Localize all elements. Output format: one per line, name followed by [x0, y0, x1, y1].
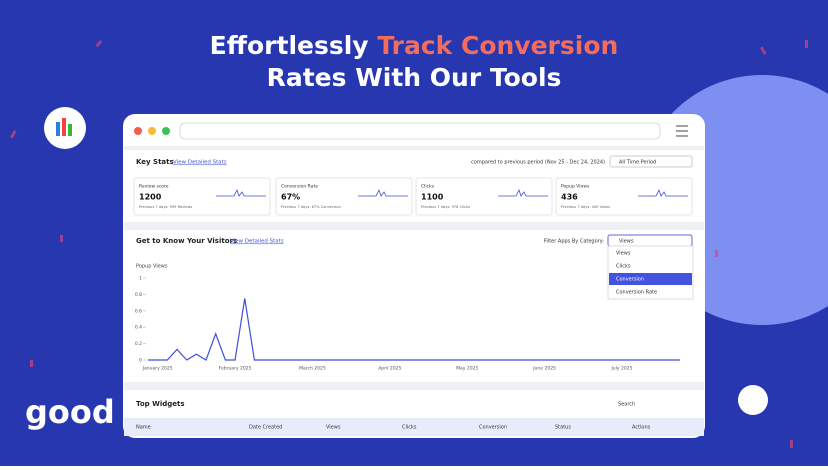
sparkline — [216, 188, 266, 197]
card-value: 1100 — [421, 193, 444, 202]
x-tick-label: July 2025 — [610, 366, 632, 372]
card-value: 67% — [281, 193, 300, 202]
card-previous: Previous 7 days: 999 Reviews — [139, 205, 192, 209]
link[interactable]: View Detailed Stats — [173, 160, 227, 166]
headline-highlight: Track Conversion — [377, 31, 618, 60]
line-series — [148, 298, 680, 361]
icon-bar — [68, 124, 72, 136]
x-tick-label: March 2025 — [299, 366, 326, 372]
column-header: Clicks — [402, 425, 417, 431]
option-highlight — [609, 273, 692, 285]
dropdown-option[interactable]: Clicks — [616, 264, 631, 270]
headline: Effortlessly Track Conversion — [210, 31, 619, 60]
dropdown-option[interactable]: Conversion — [616, 277, 644, 283]
x-tick-label: June 2025 — [532, 366, 556, 372]
headline-end: Rates With Our Tools — [267, 63, 562, 92]
y-tick-label: 0.6 — [135, 308, 142, 314]
column-header: Status — [555, 425, 571, 431]
y-tick-label: 0.4 — [135, 325, 142, 331]
headline-start: Effortlessly — [210, 31, 369, 60]
y-tick-label: 0 — [139, 358, 142, 364]
x-tick-label: May 2025 — [456, 366, 478, 372]
icon-bar — [62, 118, 66, 136]
column-header: Actions — [632, 425, 651, 431]
search-placeholder: Search — [618, 402, 635, 408]
card-label: Popup Views — [561, 184, 590, 190]
card-previous: Previous 7 days: 400 Views — [561, 205, 610, 209]
x-tick-label: April 2025 — [378, 366, 401, 372]
link[interactable]: View Detailed Stats — [230, 239, 284, 245]
visitors-panel — [124, 230, 704, 382]
sparkline — [358, 188, 408, 197]
card-previous: Previous 7 days: 978 Clicks — [421, 205, 470, 209]
filter-label: Filter Apps By Category: — [544, 239, 604, 245]
dropdown-option[interactable]: Conversion Rate — [616, 290, 657, 296]
card — [415, 177, 553, 216]
section-title: Key Stats — [136, 158, 174, 166]
menu-icon[interactable] — [676, 125, 688, 137]
y-axis-label: Popup Views — [136, 264, 168, 270]
confetti — [10, 40, 808, 448]
table-header — [124, 418, 704, 436]
card-label: Conversion Rate — [281, 184, 318, 190]
sparkline — [498, 188, 548, 197]
card — [275, 177, 413, 216]
dropdown-menu — [607, 245, 694, 300]
icon — [738, 385, 768, 415]
dropdown-option[interactable]: Views — [616, 251, 631, 257]
period-select[interactable] — [609, 155, 693, 168]
column-header: Views — [326, 425, 341, 431]
search[interactable] — [606, 398, 690, 410]
dot — [148, 127, 156, 135]
card-previous: Previous 7 days: 67% Conversion — [281, 205, 341, 209]
icon-bar — [56, 122, 60, 136]
section-title: Get to Know Your Visitors — [136, 237, 237, 245]
card — [555, 177, 693, 216]
y-tick-label: 0.8 — [135, 292, 142, 298]
y-tick-label: 0.2 — [135, 341, 142, 347]
column-header: Date Created — [249, 425, 282, 431]
dot — [162, 127, 170, 135]
card-label: Clicks — [421, 184, 435, 190]
address-bar[interactable] — [179, 122, 661, 140]
sparkline — [638, 188, 688, 197]
logo: good — [25, 393, 115, 431]
card-value: 436 — [561, 193, 578, 202]
section-title: Top Widgets — [136, 400, 185, 408]
comparison: compared to previous period (Nov 25 - De… — [471, 160, 605, 166]
x-tick-label: February 2025 — [219, 366, 252, 372]
column-header: Name — [136, 425, 151, 431]
card-label: Review score — [139, 184, 169, 190]
period: All Time Period — [619, 160, 656, 166]
y-tick-label: 1 — [139, 276, 142, 282]
card — [133, 177, 271, 216]
x-tick-label: January 2025 — [142, 366, 173, 372]
card-value: 1200 — [139, 193, 162, 202]
column-header: Conversion — [479, 425, 507, 431]
dot — [134, 127, 142, 135]
filter-selected: Views — [619, 239, 634, 245]
